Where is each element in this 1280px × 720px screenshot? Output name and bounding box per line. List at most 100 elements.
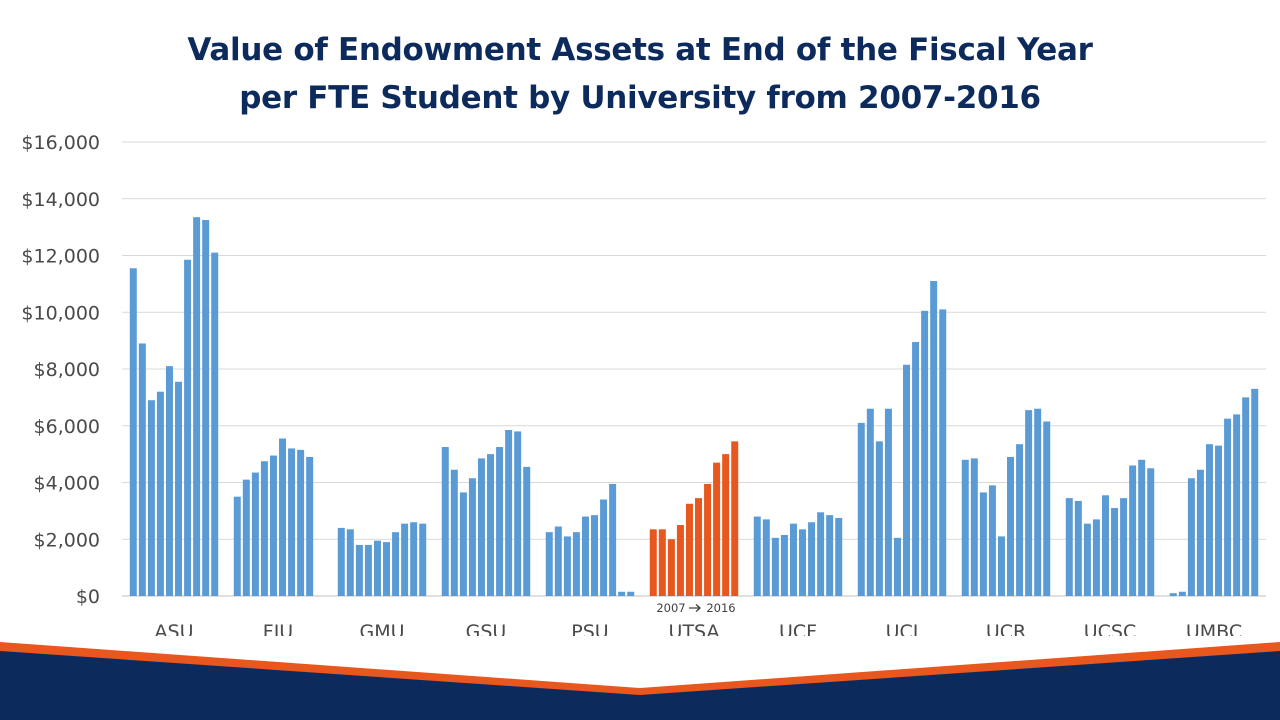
bar-utsa [713, 462, 721, 596]
bar-ucsc [1138, 459, 1146, 596]
bar-ucf [753, 516, 761, 596]
bar-umbc [1196, 469, 1204, 596]
bar-utsa [667, 539, 675, 596]
bar-asu [129, 268, 137, 596]
bar-uci [866, 408, 874, 596]
bar-gmu [337, 527, 345, 596]
bar-ucsc [1120, 498, 1128, 596]
bar-umbc [1233, 414, 1241, 596]
bar-ucr [988, 485, 996, 596]
bar-gsu [441, 447, 449, 596]
bar-ucsc [1092, 519, 1100, 596]
bar-ucf [817, 512, 825, 596]
y-tick-label: $4,000 [34, 473, 100, 495]
bar-umbc [1242, 397, 1250, 597]
bar-psu [618, 591, 626, 596]
bar-fiu [297, 449, 305, 596]
bar-uci [893, 537, 901, 596]
x-tick-label: ASU [155, 621, 194, 636]
bar-psu [572, 532, 580, 596]
bar-gmu [346, 529, 354, 596]
bar-ucsc [1065, 498, 1073, 596]
x-tick-label: UTSA [669, 621, 720, 636]
bar-fiu [260, 461, 268, 596]
bar-ucr [970, 458, 978, 596]
bar-ucf [789, 523, 797, 596]
bar-gmu [401, 523, 409, 596]
footer-navy-band [0, 651, 1280, 720]
bar-asu [156, 391, 164, 596]
bar-gsu [477, 458, 485, 596]
y-tick-label: $14,000 [21, 189, 100, 211]
bar-ucf [799, 529, 807, 596]
bar-umbc [1169, 593, 1177, 596]
bar-asu [184, 259, 192, 596]
bar-ucr [1043, 421, 1051, 596]
bar-gsu [487, 454, 495, 597]
annotation-arrow-icon [689, 604, 701, 612]
bar-utsa [658, 529, 666, 596]
bar-fiu [242, 479, 250, 596]
bar-asu [175, 381, 183, 596]
bar-chart: $0 $2,000 $4,000 $6,000 $8,000 $10,000 $12,000… [21, 132, 1266, 636]
bar-fiu [288, 448, 296, 596]
bar-gsu [468, 478, 476, 596]
bar-uci [921, 310, 929, 596]
bar-uci [939, 309, 947, 596]
footer-band [0, 642, 1280, 720]
bar-ucf [826, 515, 834, 596]
y-tick-label: $6,000 [34, 416, 100, 438]
bar-ucf [771, 537, 779, 596]
bar-psu [545, 532, 553, 596]
bar-uci [930, 281, 938, 596]
bar-utsa [731, 441, 739, 596]
bar-ucsc [1083, 523, 1091, 596]
bar-gsu [514, 431, 522, 596]
bar-umbc [1187, 478, 1195, 596]
bar-ucr [961, 459, 969, 596]
y-tick-label: $8,000 [34, 359, 100, 381]
bar-uci [875, 441, 883, 596]
bar-psu [554, 526, 562, 596]
bar-gmu [392, 532, 400, 596]
bar-fiu [306, 456, 314, 596]
bar-psu [600, 499, 608, 596]
bar-fiu [269, 455, 277, 596]
x-tick-label: UCI [886, 621, 919, 636]
bar-asu [211, 252, 219, 596]
x-tick-label: UMBC [1186, 621, 1242, 636]
y-tick-label: $16,000 [21, 132, 100, 154]
bar-asu [165, 366, 173, 596]
bar-ucr [1016, 444, 1024, 596]
bar-ucf [762, 519, 770, 596]
x-tick-label: UCF [779, 621, 817, 636]
bar-gmu [355, 544, 363, 596]
bar-utsa [704, 483, 712, 596]
bar-utsa [649, 529, 657, 596]
bar-umbc [1251, 388, 1259, 596]
y-tick-label: $10,000 [21, 302, 100, 324]
bar-fiu [251, 472, 259, 596]
bar-utsa [685, 503, 693, 596]
y-tick-label: $2,000 [34, 529, 100, 551]
bar-uci [903, 364, 911, 596]
bar-umbc [1178, 591, 1186, 596]
x-tick-label: GMU [359, 621, 404, 636]
bar-fiu [233, 496, 241, 596]
bar-ucf [808, 522, 816, 596]
bar-psu [563, 536, 571, 596]
annotation-end-year: 2016 [706, 601, 735, 615]
bar-asu [138, 343, 146, 596]
annotation-start-year: 2007 [656, 601, 685, 615]
y-tick-label: $0 [76, 586, 100, 608]
x-tick-label: GSU [466, 621, 507, 636]
bar-uci [857, 422, 865, 596]
bar-umbc [1205, 444, 1213, 596]
bar-utsa [695, 498, 703, 596]
bar-asu [147, 400, 155, 596]
x-tick-label: UCSC [1084, 621, 1137, 636]
bar-ucr [1025, 410, 1033, 596]
bar-umbc [1215, 445, 1223, 596]
bar-uci [884, 408, 892, 596]
title-line-2: per FTE Student by University from 2007-… [239, 80, 1041, 116]
